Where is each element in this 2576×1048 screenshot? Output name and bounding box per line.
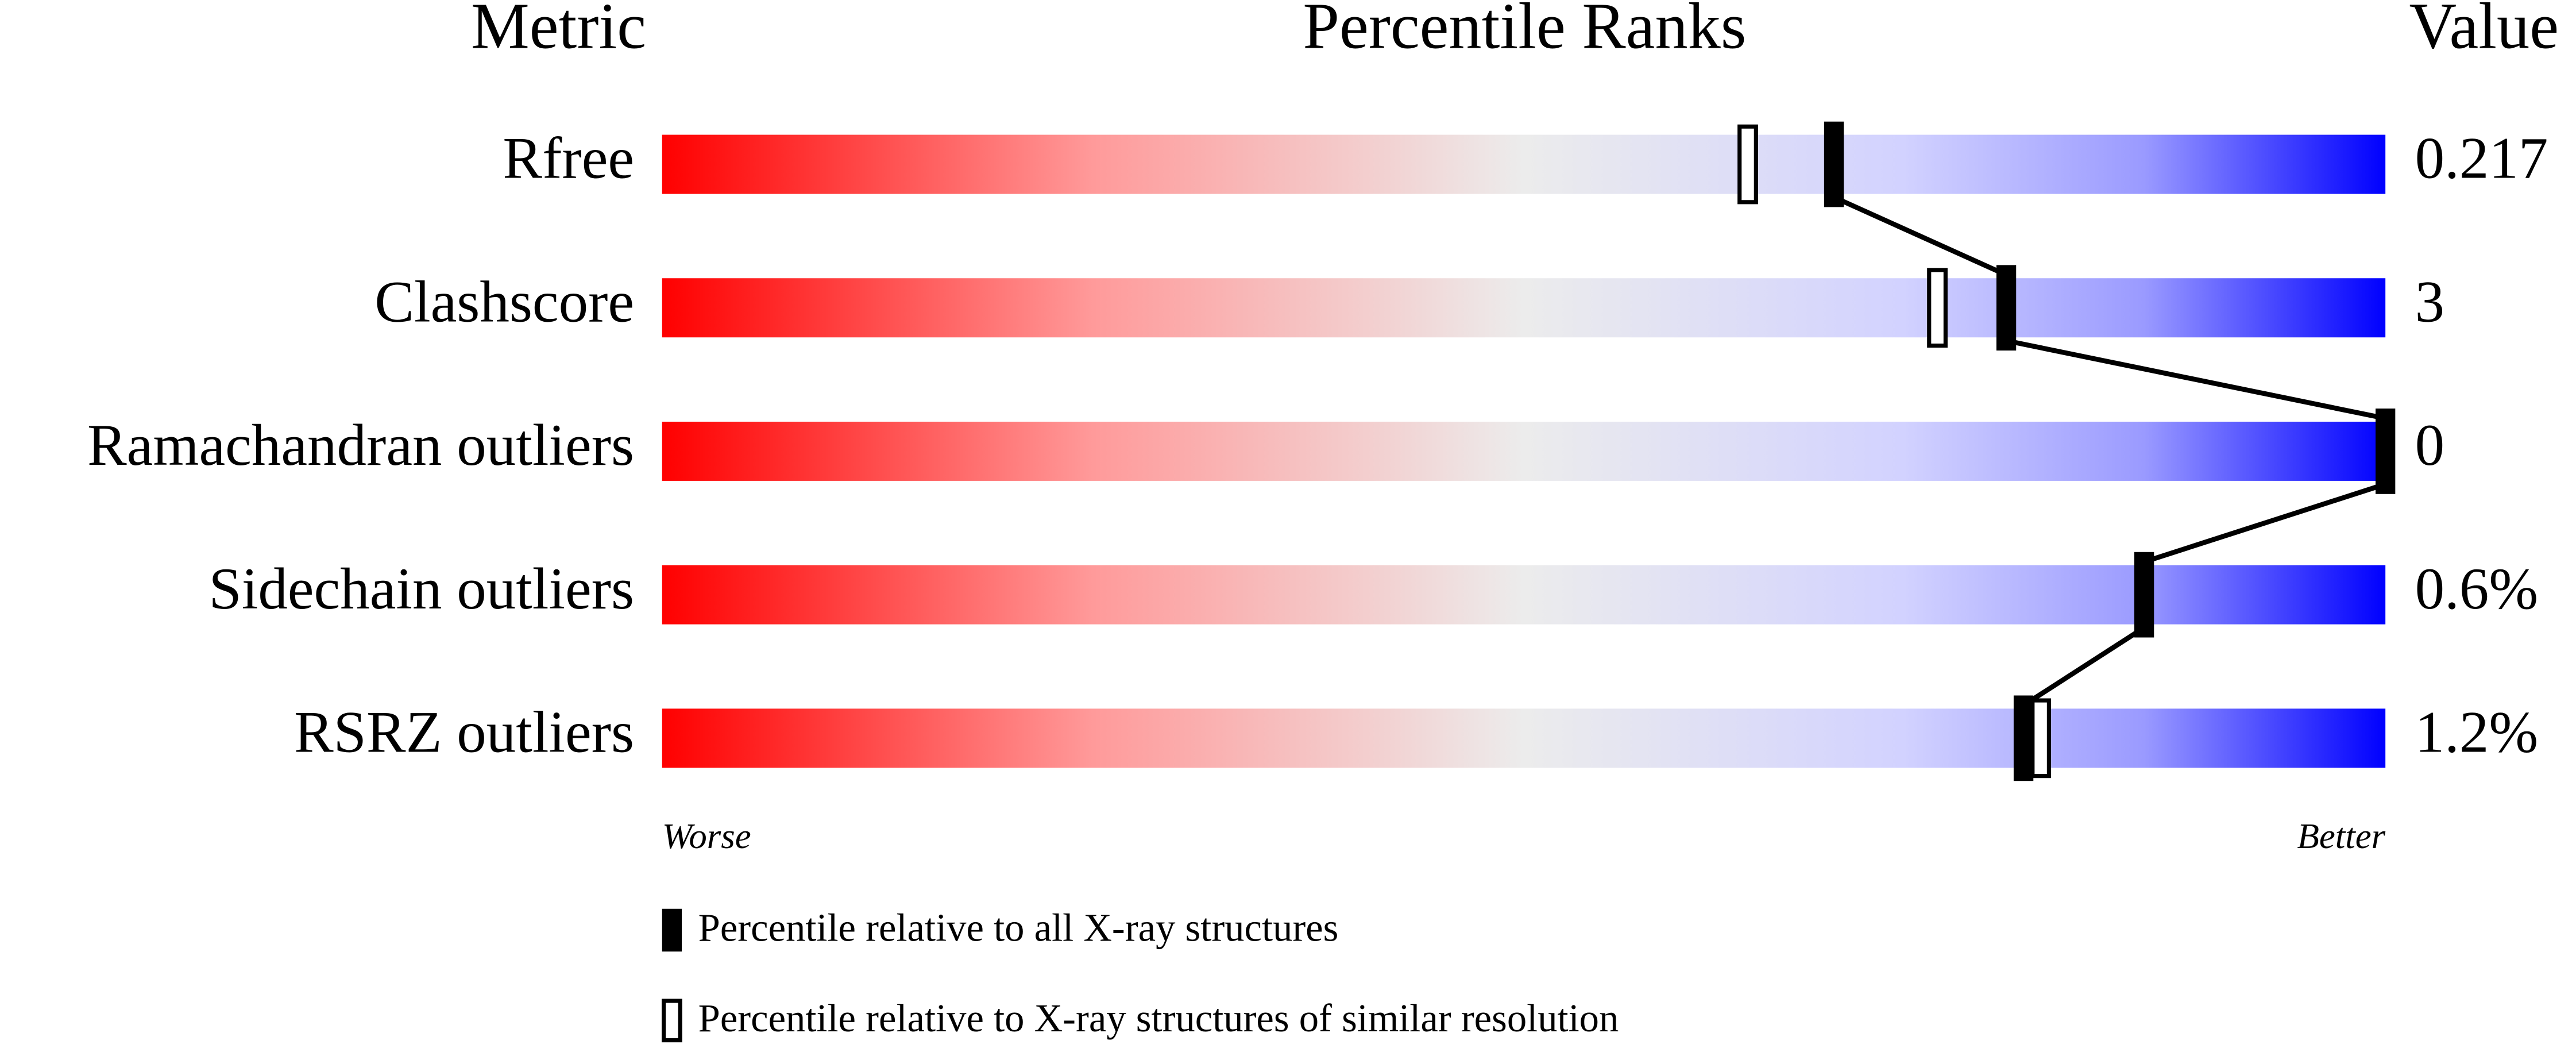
similar-resolution-marker <box>1927 268 1948 348</box>
metric-value: 0.217 <box>2415 126 2548 191</box>
similar-resolution-marker <box>1737 124 1758 205</box>
value-header: Value <box>2409 0 2559 62</box>
all-structures-marker <box>2134 552 2154 638</box>
legend-label: Percentile relative to all X-ray structu… <box>698 906 1339 950</box>
percentile-bar <box>662 708 2386 768</box>
percentile-bar <box>662 565 2386 625</box>
metric-value: 3 <box>2415 269 2444 334</box>
better-label: Better <box>2297 816 2385 856</box>
all-structures-marker <box>1996 265 2017 351</box>
legend-filled-marker <box>662 908 682 952</box>
all-structures-marker <box>2376 409 2396 494</box>
similar-resolution-marker <box>2030 698 2051 779</box>
metric-label: Rfree <box>503 126 634 191</box>
connector-line <box>1833 195 2007 278</box>
percentile-header: Percentile Ranks <box>1303 0 1746 62</box>
metric-label: Ramachandran outliers <box>87 413 634 478</box>
connector-line <box>2143 481 2386 565</box>
metric-value: 1.2% <box>2415 699 2539 765</box>
metric-label: Clashscore <box>374 269 634 334</box>
metric-value: 0 <box>2415 413 2444 478</box>
percentile-bar <box>662 421 2386 481</box>
percentile-bar <box>662 134 2386 194</box>
legend-open-marker <box>662 999 682 1043</box>
connector-line <box>2022 625 2146 708</box>
all-structures-marker <box>2013 695 2034 781</box>
percentile-bar <box>662 278 2386 338</box>
metric-label: RSRZ outliers <box>294 699 634 765</box>
metric-label: Sidechain outliers <box>208 556 634 622</box>
all-structures-marker <box>1824 121 1844 207</box>
metric-header: Metric <box>471 0 646 62</box>
connector-line <box>2006 338 2386 421</box>
metric-value: 0.6% <box>2415 556 2539 622</box>
legend-label: Percentile relative to X-ray structures … <box>698 996 1619 1040</box>
worse-label: Worse <box>662 816 751 856</box>
